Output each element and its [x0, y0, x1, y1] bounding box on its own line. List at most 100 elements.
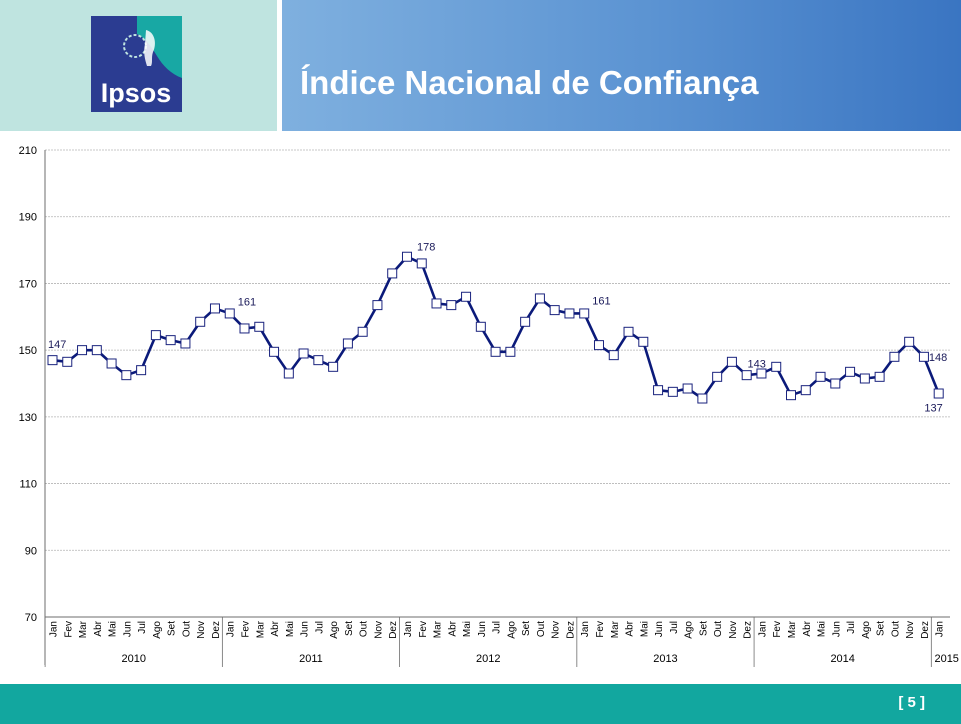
data-point [180, 338, 191, 349]
data-label: 143 [747, 358, 765, 370]
x-tick-label: Fev [772, 621, 783, 638]
x-tick-label: Nov [551, 621, 562, 639]
x-tick-label: Jan [49, 621, 60, 637]
x-tick-label: Dez [565, 621, 576, 639]
data-point [209, 303, 220, 314]
data-point [608, 350, 619, 361]
x-tick-label: Out [181, 621, 192, 637]
data-point [387, 268, 398, 279]
x-tick-label: Mar [787, 620, 798, 638]
x-tick-label: Set [344, 621, 355, 636]
data-point [165, 335, 176, 346]
data-point [372, 300, 383, 311]
data-point [593, 340, 604, 351]
year-label: 2010 [121, 653, 145, 665]
x-tick-label: Fev [241, 621, 252, 638]
y-tick-label: 110 [19, 479, 37, 491]
x-tick-label: Jul [314, 621, 325, 634]
data-point [579, 308, 590, 319]
data-point [328, 361, 339, 372]
x-tick-label: Out [890, 621, 901, 637]
x-tick-label: Abr [625, 620, 636, 636]
x-tick-label: Nov [728, 621, 739, 639]
data-point [623, 326, 634, 337]
data-point [859, 373, 870, 384]
ipsos-logo: Ipsos [91, 16, 182, 112]
x-tick-label: Nov [373, 621, 384, 639]
x-tick-label: Abr [93, 620, 104, 636]
x-tick-label: Jun [654, 621, 665, 637]
x-tick-label: Jun [122, 621, 133, 637]
data-point [520, 316, 531, 327]
data-point [549, 305, 560, 316]
x-tick-label: Mai [285, 621, 296, 637]
data-label: 161 [592, 295, 610, 307]
data-point [298, 348, 309, 359]
x-tick-label: Abr [447, 620, 458, 636]
data-point [682, 383, 693, 394]
data-point [771, 361, 782, 372]
x-tick-label: Mar [255, 620, 266, 638]
data-point [786, 390, 796, 401]
x-tick-label: Out [713, 621, 724, 637]
data-point [712, 371, 723, 382]
data-point [431, 298, 442, 309]
y-tick-label: 190 [19, 212, 37, 224]
data-point [254, 321, 265, 332]
data-point [638, 336, 649, 347]
data-label: 178 [417, 242, 435, 254]
x-tick-label: Fev [63, 621, 74, 638]
x-tick-label: Nov [905, 621, 916, 639]
data-point [815, 371, 826, 382]
data-point [461, 291, 472, 302]
x-tick-label: Jul [669, 621, 680, 634]
data-point [121, 370, 132, 381]
x-tick-label: Jun [477, 621, 488, 637]
data-point [564, 308, 575, 319]
x-tick-label: Jul [137, 621, 148, 634]
x-tick-label: Ago [861, 621, 872, 639]
data-point [697, 393, 708, 404]
data-point [416, 258, 427, 269]
data-point [505, 346, 516, 357]
data-label: 148 [929, 352, 947, 364]
data-point [91, 345, 102, 356]
x-tick-label: Set [521, 621, 532, 636]
x-tick-label: Ago [152, 621, 163, 639]
x-tick-label: Dez [743, 621, 754, 639]
data-point [313, 355, 324, 366]
data-label: 147 [48, 339, 66, 351]
y-tick-label: 90 [25, 545, 37, 557]
x-tick-label: Dez [211, 621, 222, 639]
x-tick-label: Ago [684, 621, 695, 639]
x-tick-label: Mai [108, 621, 119, 637]
y-tick-label: 170 [19, 278, 37, 290]
data-point [136, 365, 147, 376]
data-point [342, 338, 353, 349]
year-label: 2012 [476, 653, 500, 665]
data-point [756, 368, 767, 379]
data-point [933, 388, 944, 399]
data-point [150, 330, 161, 341]
series-line [52, 255, 940, 400]
x-tick-label: Jan [757, 621, 768, 637]
data-point [904, 336, 915, 347]
data-point [874, 371, 885, 382]
x-tick-label: Mai [462, 621, 473, 637]
x-tick-label: Set [698, 621, 709, 636]
data-point [446, 300, 457, 311]
data-point [475, 321, 486, 332]
x-tick-label: Jun [831, 621, 842, 637]
y-tick-label: 210 [19, 145, 37, 157]
logo-text: Ipsos [101, 78, 172, 108]
data-point [283, 368, 294, 379]
data-point [106, 358, 117, 369]
data-point [741, 370, 752, 381]
data-point [667, 386, 678, 397]
x-tick-label: Jan [580, 621, 591, 637]
x-tick-label: Mar [610, 620, 621, 638]
x-tick-label: Mai [639, 621, 650, 637]
data-point [830, 378, 841, 389]
data-point [195, 316, 206, 327]
data-point [357, 326, 368, 337]
